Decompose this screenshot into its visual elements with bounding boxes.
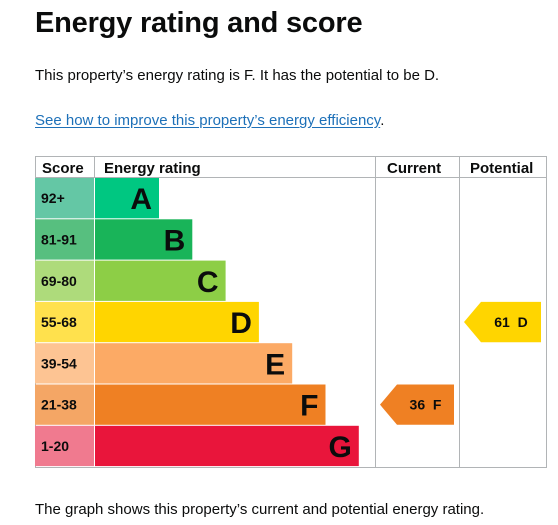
score-cell-c: [35, 260, 94, 301]
rating-bar-d: [95, 301, 259, 343]
current-rating-arrow: [380, 384, 454, 425]
score-label-a: 92+: [41, 190, 65, 206]
current-rating-label: 36 F: [410, 397, 442, 413]
page-title: Energy rating and score: [35, 7, 363, 39]
rating-letter-f: F: [300, 390, 318, 423]
score-cell-f: [35, 384, 94, 425]
link-trailing-period: .: [380, 112, 385, 129]
rating-letter-c: C: [197, 266, 219, 299]
score-label-g: 1-20: [41, 438, 69, 454]
rating-letter-b: B: [164, 224, 186, 257]
score-cell-g: [35, 425, 94, 467]
score-cell-d: [35, 301, 94, 343]
score-cell-e: [35, 343, 94, 384]
rating-bar-f: [95, 384, 326, 425]
improve-efficiency-paragraph: See how to improve this property’s energ…: [35, 111, 384, 131]
rating-letter-a: A: [130, 183, 152, 216]
rating-bands: 92+ A 81-91 B 69-80 C 55-68 D 39-54 E 21-38 F 1-20 G: [35, 178, 359, 467]
rating-bar-b: [95, 219, 193, 260]
chart-caption: The graph shows this property’s current …: [35, 501, 485, 518]
current-column-header: Current: [387, 160, 441, 177]
score-label-b: 81-91: [41, 231, 77, 247]
rating-bar-a: [95, 178, 159, 219]
potential-rating-label: 61 D: [494, 314, 527, 330]
score-cell-b: [35, 219, 94, 260]
rating-letter-e: E: [265, 348, 285, 381]
rating-letter-d: D: [230, 307, 252, 340]
score-label-d: 55-68: [41, 314, 77, 330]
rating-bar-c: [95, 260, 226, 301]
rating-markers: 36 F 61 D: [380, 301, 541, 425]
score-cell-a: [35, 178, 94, 219]
rating-letter-g: G: [328, 431, 351, 464]
score-label-c: 69-80: [41, 273, 77, 289]
potential-rating-arrow: [464, 301, 541, 343]
score-column-header: Score: [42, 160, 84, 177]
score-label-e: 39-54: [41, 355, 77, 371]
energy-rating-column-header: Energy rating: [104, 160, 201, 177]
rating-summary-text: This property’s energy rating is F. It h…: [35, 67, 440, 84]
potential-column-header: Potential: [470, 160, 533, 177]
rating-bar-g: [95, 425, 359, 467]
rating-bar-e: [95, 343, 293, 384]
score-label-f: 21-38: [41, 397, 77, 413]
improve-efficiency-link[interactable]: See how to improve this property’s energ…: [35, 112, 381, 129]
